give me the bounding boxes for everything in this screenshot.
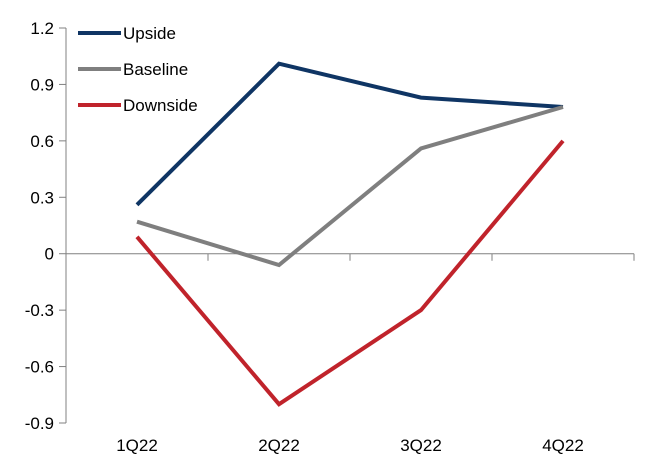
series-line-downside	[135, 139, 565, 407]
y-tick-label: -0.6	[25, 358, 54, 377]
legend-label-upside: Upside	[123, 24, 176, 43]
series-line-baseline	[136, 105, 564, 268]
series-layer	[135, 61, 565, 407]
x-tick-label: 4Q22	[542, 436, 584, 455]
y-tick-label: 0.9	[30, 75, 54, 94]
x-tick-label: 3Q22	[400, 436, 442, 455]
y-tick-label: 0.3	[30, 188, 54, 207]
series-line-upside	[135, 61, 564, 207]
legend: Upside Baseline Downside	[78, 24, 198, 115]
y-axis: 1.2 0.9 0.6 0.3 0 -0.3 -0.6 -0.9	[25, 19, 67, 433]
y-tick-label: 1.2	[30, 19, 54, 38]
legend-label-downside: Downside	[123, 96, 198, 115]
y-tick-label: 0.6	[30, 132, 54, 151]
x-tick-label: 2Q22	[258, 436, 300, 455]
x-tick-label: 1Q22	[116, 436, 158, 455]
x-axis: 1Q22 2Q22 3Q22 4Q22	[66, 253, 635, 455]
y-tick-label: 0	[45, 245, 54, 264]
y-tick-label: -0.9	[25, 414, 54, 433]
y-tick-label: -0.3	[25, 301, 54, 320]
legend-label-baseline: Baseline	[123, 60, 188, 79]
